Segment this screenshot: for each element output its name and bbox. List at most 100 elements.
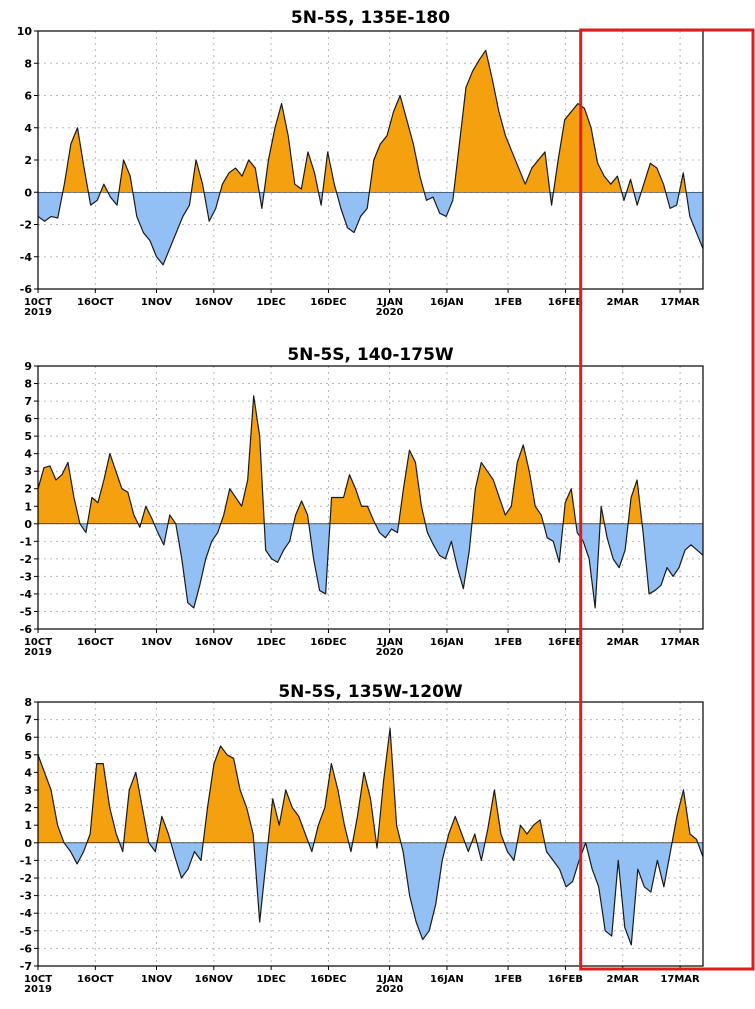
data-point xyxy=(577,103,578,104)
y-tick-label: -4 xyxy=(20,907,33,920)
y-tick-label: 6 xyxy=(24,731,32,744)
data-point xyxy=(85,532,86,533)
data-point xyxy=(235,167,236,168)
data-point xyxy=(465,87,466,88)
y-tick-label: -6 xyxy=(20,283,33,296)
x-tick-label: 1JAN xyxy=(376,974,403,985)
data-point xyxy=(535,506,536,507)
series-line xyxy=(37,727,704,946)
data-point xyxy=(564,119,565,120)
data-point xyxy=(123,159,124,160)
data-point xyxy=(195,159,196,160)
data-point xyxy=(355,488,356,489)
data-point xyxy=(611,935,612,936)
data-point xyxy=(274,127,275,128)
data-point xyxy=(226,754,227,755)
data-point xyxy=(595,607,596,608)
data-point xyxy=(324,807,325,808)
y-tick-label: -2 xyxy=(20,553,32,566)
x-tick-label: 10CT xyxy=(24,974,52,985)
data-point xyxy=(289,541,290,542)
data-point xyxy=(523,444,524,445)
data-point xyxy=(90,833,91,834)
data-point xyxy=(163,544,164,545)
data-point xyxy=(321,205,322,206)
x-tick-label: 10CT xyxy=(24,297,52,308)
plot-frame xyxy=(37,365,704,630)
data-point xyxy=(96,763,97,764)
data-point xyxy=(544,151,545,152)
data-point xyxy=(370,798,371,799)
x-tick-label: 1NOV xyxy=(141,637,173,648)
data-point xyxy=(340,208,341,209)
x-tick-label: 16NOV xyxy=(195,297,234,308)
data-point xyxy=(589,558,590,559)
data-point xyxy=(631,944,632,945)
data-point xyxy=(676,816,677,817)
data-point xyxy=(559,562,560,563)
data-point xyxy=(202,184,203,185)
data-point xyxy=(650,891,651,892)
data-point xyxy=(301,188,302,189)
data-point xyxy=(526,833,527,834)
data-point xyxy=(553,541,554,542)
data-point xyxy=(151,518,152,519)
data-point xyxy=(406,119,407,120)
data-point xyxy=(422,939,423,940)
data-point xyxy=(448,833,449,834)
data-point xyxy=(292,807,293,808)
y-tick-label: 3 xyxy=(24,784,32,797)
data-point xyxy=(169,514,170,515)
data-point xyxy=(380,143,381,144)
data-point xyxy=(127,492,128,493)
data-point xyxy=(684,550,685,551)
x-tick-label: 16DEC xyxy=(310,974,346,985)
negative-area xyxy=(38,842,703,945)
data-point xyxy=(187,869,188,870)
y-tick-label: 8 xyxy=(24,378,32,391)
data-point xyxy=(541,514,542,515)
data-point xyxy=(481,860,482,861)
x-tick-label: 2MAR xyxy=(607,297,640,308)
data-point xyxy=(360,216,361,217)
data-point xyxy=(242,176,243,177)
data-point xyxy=(50,789,51,790)
data-point xyxy=(337,789,338,790)
data-point xyxy=(379,532,380,533)
x-tick-label: 17MAR xyxy=(660,974,700,985)
y-tick-label: 0 xyxy=(24,186,32,199)
data-point xyxy=(90,205,91,206)
data-point xyxy=(115,471,116,472)
data-point xyxy=(415,462,416,463)
data-point xyxy=(240,789,241,790)
data-point xyxy=(373,520,374,521)
data-point xyxy=(551,205,552,206)
data-point xyxy=(666,567,667,568)
data-point xyxy=(505,514,506,515)
data-point xyxy=(637,479,638,480)
data-point xyxy=(409,895,410,896)
x-tick-label: 10CT xyxy=(24,637,52,648)
data-point xyxy=(301,500,302,501)
data-point xyxy=(327,151,328,152)
data-point xyxy=(457,567,458,568)
y-tick-label: -5 xyxy=(20,925,32,938)
data-point xyxy=(442,860,443,861)
chart-title: 5N-5S, 140-175W xyxy=(287,345,454,365)
data-point xyxy=(451,541,452,542)
data-point xyxy=(663,184,664,185)
y-tick-label: -5 xyxy=(20,605,32,618)
x-tick-label: 16FEB xyxy=(548,974,583,985)
x-tick-label: 1DEC xyxy=(256,974,285,985)
data-point xyxy=(215,208,216,209)
data-point xyxy=(73,497,74,498)
data-point xyxy=(63,842,64,843)
y-tick-label: 1 xyxy=(24,500,32,513)
series-line xyxy=(37,395,704,609)
data-point xyxy=(393,111,394,112)
data-point xyxy=(485,50,486,51)
data-point xyxy=(597,163,598,164)
data-point xyxy=(607,537,608,538)
data-point xyxy=(538,159,539,160)
